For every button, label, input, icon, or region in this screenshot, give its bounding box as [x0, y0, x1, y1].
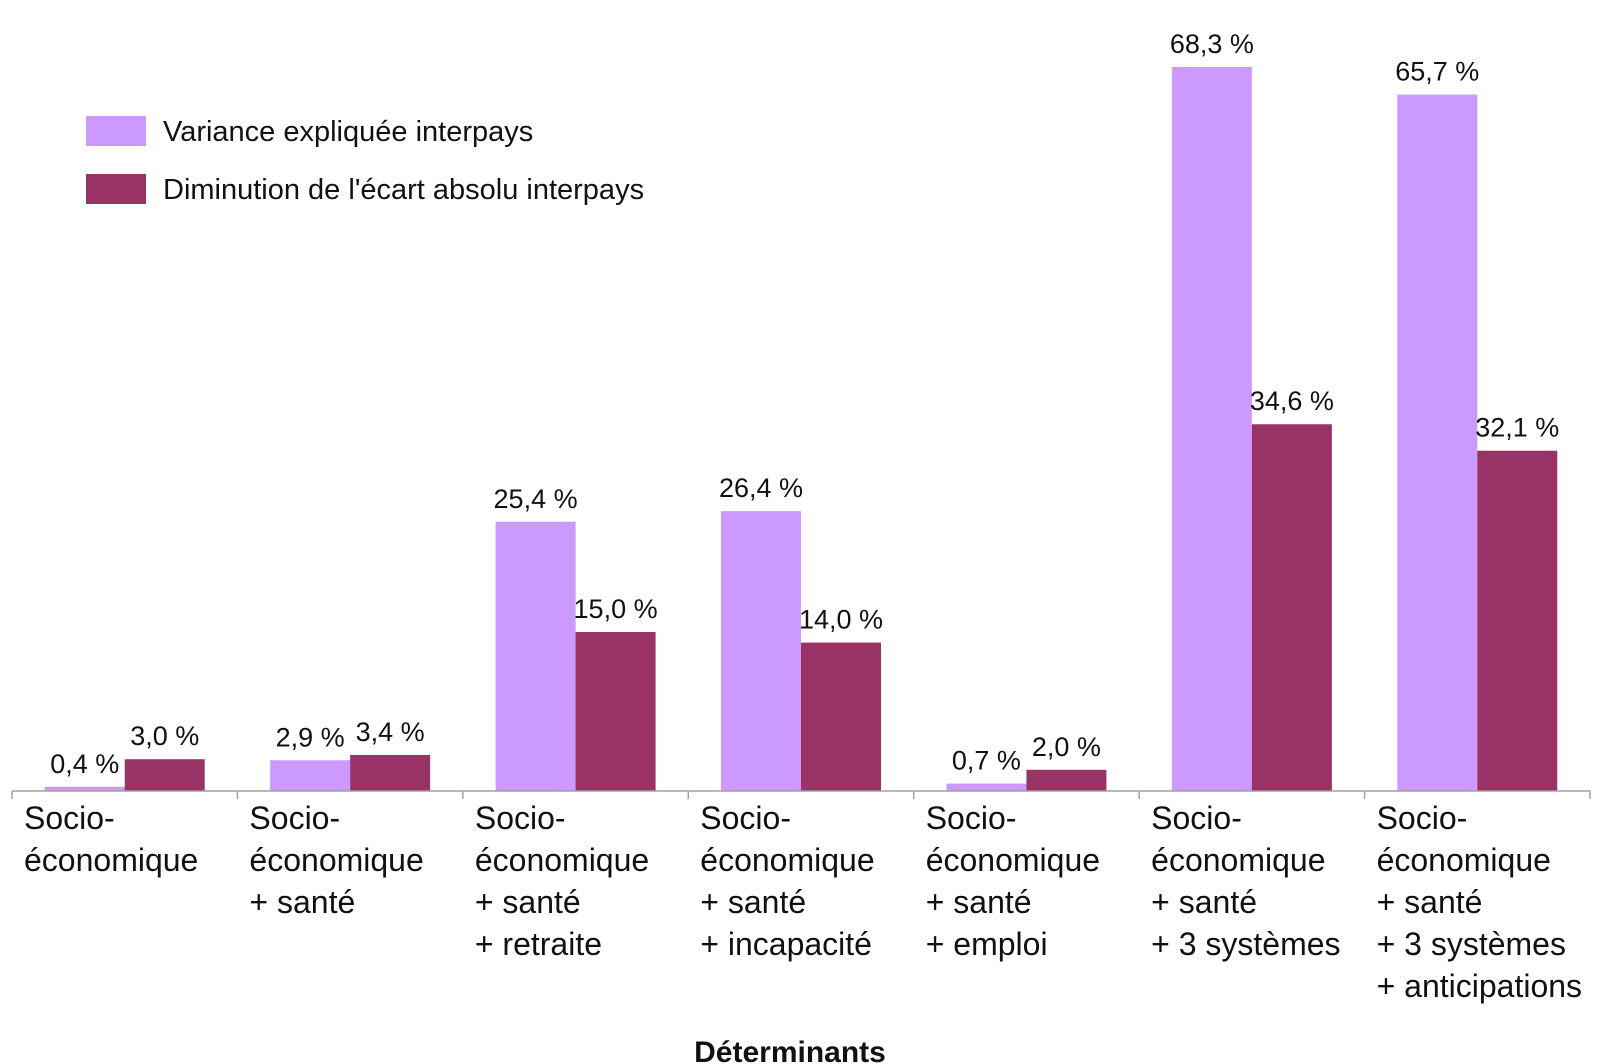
bar-diminution-3	[575, 631, 656, 791]
legend-swatch-variance	[86, 116, 146, 146]
data-label-variance-7: 65,7 %	[1395, 57, 1479, 87]
data-label-variance-6: 68,3 %	[1170, 29, 1254, 59]
bar-variance-6	[1171, 67, 1252, 791]
data-label-diminution-2: 3,4 %	[356, 717, 425, 747]
category-label-3: Socio-économique + santé + retraite	[475, 800, 649, 962]
legend: Variance expliquée interpays Diminution …	[86, 116, 644, 206]
bar-variance-5	[946, 783, 1027, 791]
category-label-6: Socio-économique + santé + 3 systèmes	[1151, 800, 1340, 962]
x-axis-title: Déterminants	[694, 1036, 886, 1064]
bar-diminution-4	[801, 642, 881, 791]
category-label-4: Socio-économique + santé + incapacité	[700, 800, 874, 962]
data-label-diminution-1: 3,0 %	[130, 721, 199, 751]
bar-variance-7	[1397, 94, 1478, 791]
bar-variance-2	[270, 760, 351, 791]
category-labels: Socio-économique Socio-économique + santé S…	[24, 800, 1582, 1004]
data-label-variance-2: 2,9 %	[276, 722, 345, 752]
bar-diminution-5	[1026, 769, 1107, 791]
data-label-diminution-5: 2,0 %	[1032, 732, 1101, 762]
data-label-diminution-7: 32,1 %	[1475, 413, 1559, 443]
legend-label-variance: Variance expliquée interpays	[163, 116, 533, 148]
data-label-diminution-4: 14,0 %	[799, 605, 883, 635]
bar-diminution-1	[124, 759, 205, 791]
data-label-variance-5: 0,7 %	[952, 746, 1021, 776]
category-label-2: Socio-économique + santé	[249, 800, 423, 920]
bar-diminution-2	[350, 754, 431, 791]
data-label-variance-4: 26,4 %	[719, 473, 803, 503]
data-label-diminution-3: 15,0 %	[574, 594, 658, 624]
category-label-5: Socio-économique + santé + emploi	[926, 800, 1100, 962]
legend-swatch-diminution	[86, 174, 146, 204]
bars-group: 0,4 % 3,0 % 2,9 % 3,4 % 25,4 % 15,0 % 26,4 % 14…	[44, 29, 1559, 791]
bar-variance-3	[495, 521, 576, 791]
category-label-7: Socio-économique + santé + 3 systèmes + ant…	[1377, 800, 1582, 1004]
data-label-variance-1: 0,4 %	[50, 749, 119, 779]
x-axis	[11, 790, 1591, 799]
category-label-1: Socio-économique	[24, 800, 198, 878]
bar-diminution-6	[1251, 424, 1332, 791]
bar-variance-4	[721, 511, 801, 791]
bar-variance-1	[44, 786, 125, 791]
bar-diminution-7	[1477, 450, 1558, 791]
data-label-diminution-6: 34,6 %	[1250, 386, 1334, 416]
legend-label-diminution: Diminution de l'écart absolu interpays	[163, 174, 644, 206]
data-label-variance-3: 25,4 %	[494, 484, 578, 514]
